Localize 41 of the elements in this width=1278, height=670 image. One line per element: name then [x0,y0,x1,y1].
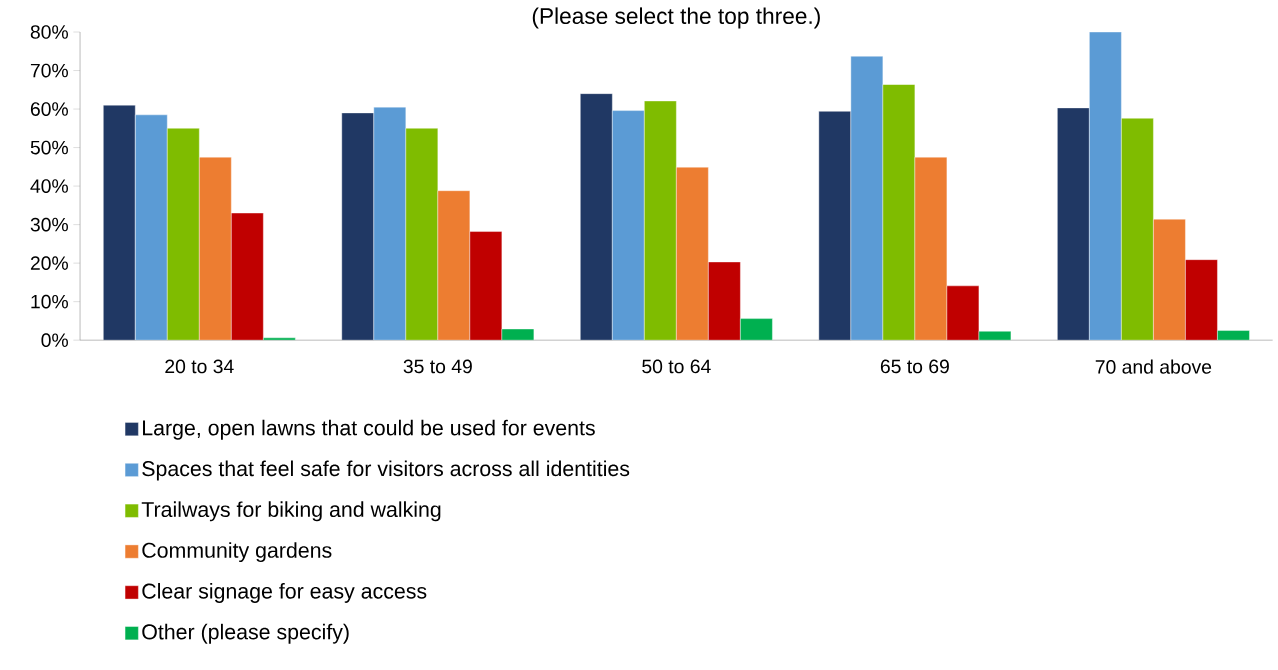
bar [135,114,168,341]
x-tick-label: 50 to 64 [642,359,711,374]
y-tick-label: 10% [31,294,68,309]
bar [1185,259,1218,341]
legend-label: Spaces that feel safe for visitors across all identities [142,460,630,481]
bar [644,100,677,341]
y-tick-label: 50% [30,140,68,155]
y-tick-label: 40% [30,179,68,194]
legend-label: Other (please specify) [142,623,349,644]
x-tick-label: 20 to 34 [165,359,234,374]
bar [1089,32,1122,341]
bar [708,261,741,341]
legend-label: Clear signage for easy access [142,583,427,604]
legend-label: Trailways for biking and walking [141,501,441,522]
bar [341,112,374,341]
bar [231,213,264,341]
bar [1121,118,1154,341]
bar [946,285,980,341]
bar [580,93,613,341]
y-tick-label: 60% [30,102,68,117]
bar [373,107,407,341]
y-tick-label: 30% [30,217,68,232]
bar [167,128,200,341]
y-tick-label: 80% [30,25,68,40]
y-tick-label: 20% [30,256,68,271]
bar [882,84,916,341]
bar [103,105,136,341]
x-tick-label: 35 to 49 [403,359,472,374]
chart-title: (Please select the top three.) [532,7,820,29]
x-tick-label: 65 to 69 [880,359,949,374]
y-tick-label: 70% [30,63,68,78]
legend-label: Large, open lawns that could be used for events [143,419,595,440]
bar [612,110,645,341]
legend-label: Community gardens [142,542,332,563]
bar [1057,107,1090,341]
y-tick-label: 0% [41,333,68,348]
x-tick-label: 70 and above [1095,359,1212,374]
bar [850,56,884,341]
bar [469,231,503,341]
bar [405,128,439,341]
bar [818,111,852,341]
